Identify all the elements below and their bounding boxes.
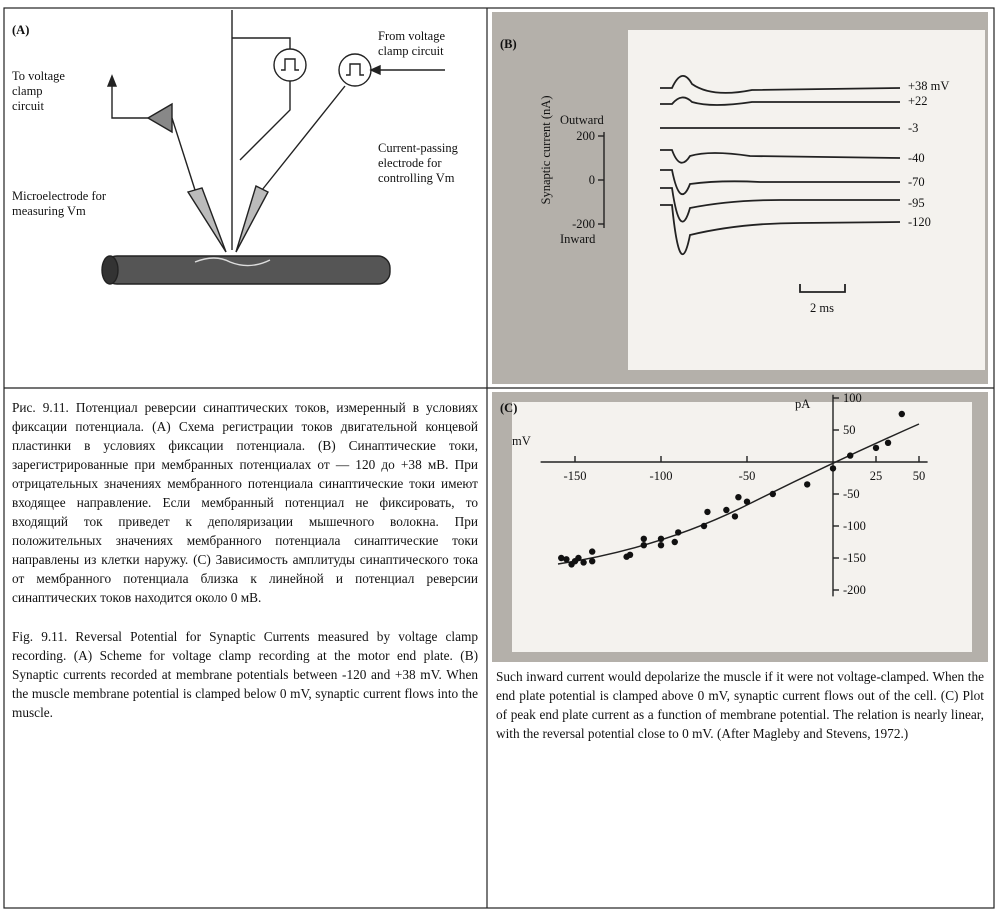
trace-labels: +38 mV+22 -3 -40 -70 -95 -120	[908, 79, 949, 229]
panel-label: (A)	[12, 23, 29, 37]
point	[640, 535, 647, 542]
fit-curve	[557, 423, 920, 565]
trace-label: +22	[908, 94, 928, 108]
x-tick-label: 50	[913, 469, 926, 483]
point	[723, 506, 730, 514]
point	[804, 481, 811, 488]
wire	[239, 81, 291, 161]
label: Current-passing electrode for controlling …	[378, 141, 459, 185]
nerve-terminal	[194, 257, 271, 267]
wire	[232, 37, 291, 49]
point	[700, 522, 708, 530]
x-tick-label: -150	[564, 469, 587, 483]
y-tick-label: -50	[843, 487, 860, 501]
label: Inward	[560, 232, 596, 246]
pulse-icon	[281, 58, 299, 71]
y-tick-label: -150	[843, 551, 866, 565]
point	[743, 498, 751, 505]
point	[671, 538, 678, 546]
figure-a	[101, 10, 445, 285]
trace	[660, 96, 900, 106]
panel-label: (C)	[500, 401, 517, 415]
y-tick-label: 100	[843, 391, 862, 405]
point	[872, 444, 880, 452]
point	[575, 554, 582, 562]
label: From voltage clamp circuit	[378, 29, 445, 58]
trace-label: +38 mV	[908, 79, 949, 93]
point	[657, 542, 665, 549]
muscle-fiber	[104, 255, 391, 285]
trace-label: -120	[908, 215, 931, 229]
y-tick-label: -200	[843, 583, 866, 597]
axis-label: Synaptic current (nA)	[539, 96, 553, 205]
point	[589, 548, 596, 555]
y-tick-label: -100	[843, 519, 866, 533]
y-tick-label: 0	[589, 173, 595, 187]
trace-label: -3	[908, 121, 918, 135]
point	[675, 529, 682, 536]
trace	[660, 149, 901, 164]
point	[563, 556, 570, 563]
point	[829, 465, 837, 472]
arrow-head	[106, 74, 118, 87]
point	[731, 513, 739, 520]
point	[898, 410, 905, 418]
point	[884, 439, 892, 446]
wire	[171, 117, 196, 191]
x-tick-label: -50	[739, 469, 756, 483]
point	[735, 494, 742, 501]
pulse-source	[338, 53, 372, 87]
point	[626, 551, 634, 558]
y-tick-label: 200	[576, 129, 595, 143]
point	[580, 559, 587, 566]
x-tick-label: -100	[650, 469, 673, 483]
trace-label: -95	[908, 196, 925, 210]
trace	[660, 204, 901, 256]
microelectrode	[186, 187, 227, 253]
axis-label: mV	[512, 434, 531, 448]
axis-label: pA	[795, 397, 810, 411]
label: To voltage clamp circuit	[12, 69, 65, 113]
label: Microelectrode for measuring Vm	[12, 189, 107, 218]
fiber-end	[101, 255, 119, 285]
trace	[660, 169, 900, 196]
table-border	[3, 7, 995, 909]
trace-label: -40	[908, 151, 925, 165]
caption-ru: Рис. 9.11. Потенциал реверсии синаптичес…	[12, 400, 478, 605]
traces	[660, 75, 901, 293]
x-tick-label: 25	[870, 469, 883, 483]
scale-label: 2 ms	[810, 301, 834, 315]
caption-en: Fig. 9.11. Reversal Potential for Synapt…	[12, 629, 478, 720]
caption-en-cont: Such inward current would depolarize the…	[496, 669, 984, 741]
plot-area	[512, 402, 972, 652]
trace	[660, 75, 901, 94]
point	[589, 558, 596, 565]
panel-label: (B)	[500, 37, 517, 51]
point	[704, 508, 711, 516]
scale-bar	[799, 284, 846, 293]
y-tick-label: 50	[843, 423, 856, 437]
point	[657, 535, 665, 542]
current-electrode	[235, 185, 269, 253]
point	[769, 490, 776, 498]
amplifier	[146, 102, 173, 134]
y-tick-label: -200	[572, 217, 595, 231]
wire	[261, 85, 346, 191]
trace-label: -70	[908, 175, 925, 189]
arrow	[111, 80, 148, 119]
label: Outward	[560, 113, 604, 127]
pulse-source	[273, 48, 307, 82]
pulse-icon	[346, 63, 364, 76]
point	[847, 452, 854, 459]
point	[558, 554, 565, 562]
point	[640, 542, 647, 549]
arrow-head	[369, 64, 381, 76]
trace	[660, 187, 900, 223]
